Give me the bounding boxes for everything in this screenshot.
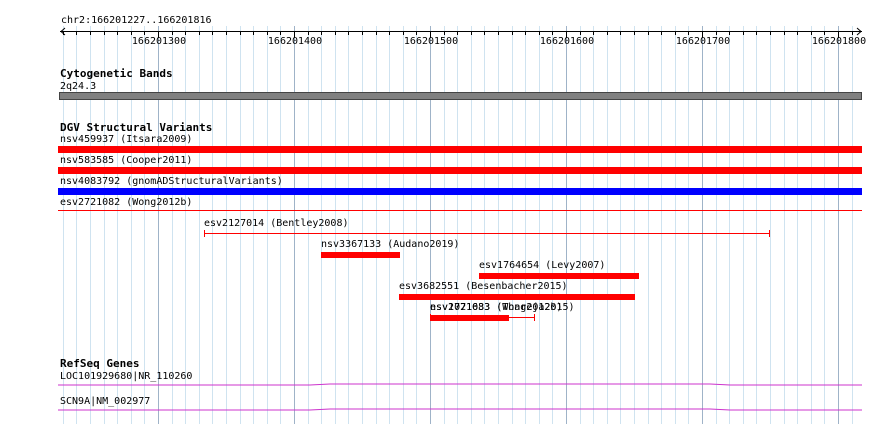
- variant-bar[interactable]: [58, 146, 862, 153]
- variant-label: nsv459937 (Itsara2009): [60, 134, 193, 145]
- variant-label: esv2127014 (Bentley2008): [204, 218, 349, 229]
- variant-label: esv2721083 (Wong2012b): [430, 302, 563, 313]
- variant-label: nsv3367133 (Audano2019): [321, 239, 460, 250]
- variant-bar[interactable]: [204, 230, 770, 237]
- track-title: DGV Structural Variants: [60, 121, 213, 134]
- variant-label: nsv583585 (Cooper2011): [60, 155, 193, 166]
- ruler-right-arrow: [856, 27, 862, 36]
- variant-label: esv1764654 (Levy2007): [479, 260, 606, 271]
- variant-end-cap: [534, 314, 535, 321]
- variant-bar[interactable]: [321, 252, 400, 258]
- variant-label: esv2721082 (Wong2012b): [60, 197, 193, 208]
- ruler-tick-label: 166201800: [811, 36, 867, 47]
- variant-end-cap: [769, 230, 770, 237]
- region-label: chr2:166201227..166201816: [61, 15, 212, 26]
- track-title: RefSeq Genes: [60, 357, 140, 370]
- variant-end-cap: [204, 230, 205, 237]
- gene-intron-line[interactable]: [58, 383, 862, 386]
- gene-label: SCN9A|NM_002977: [60, 396, 151, 407]
- ruler-tick-label: 166201600: [539, 36, 595, 47]
- ruler-tick-label: 166201700: [675, 36, 731, 47]
- variant-label: nsv4083792 (gnomADStructuralVariants): [60, 176, 283, 187]
- ruler-tick-label: 166201500: [403, 36, 459, 47]
- gene-intron-line[interactable]: [58, 408, 862, 411]
- variant-bar[interactable]: [58, 167, 862, 174]
- variant-bar[interactable]: [58, 210, 862, 211]
- variant-bar[interactable]: [399, 294, 635, 300]
- variant-label: esv3682551 (Besenbacher2015): [399, 281, 568, 292]
- track-title: Cytogenetic Bands: [60, 67, 173, 80]
- variant-bar[interactable]: [58, 188, 862, 195]
- cytoband-label: 2q24.3: [60, 81, 97, 92]
- variant-bar[interactable]: [479, 273, 639, 279]
- gene-label: LOC101929680|NR_110260: [60, 371, 193, 382]
- variant-bar[interactable]: [430, 315, 509, 321]
- ruler-tick-label: 166201400: [267, 36, 323, 47]
- cytoband-bar[interactable]: [59, 92, 862, 100]
- variant-label: nsv1071633 (Thareja2015): [430, 302, 575, 313]
- ruler-tick-label: 166201300: [131, 36, 187, 47]
